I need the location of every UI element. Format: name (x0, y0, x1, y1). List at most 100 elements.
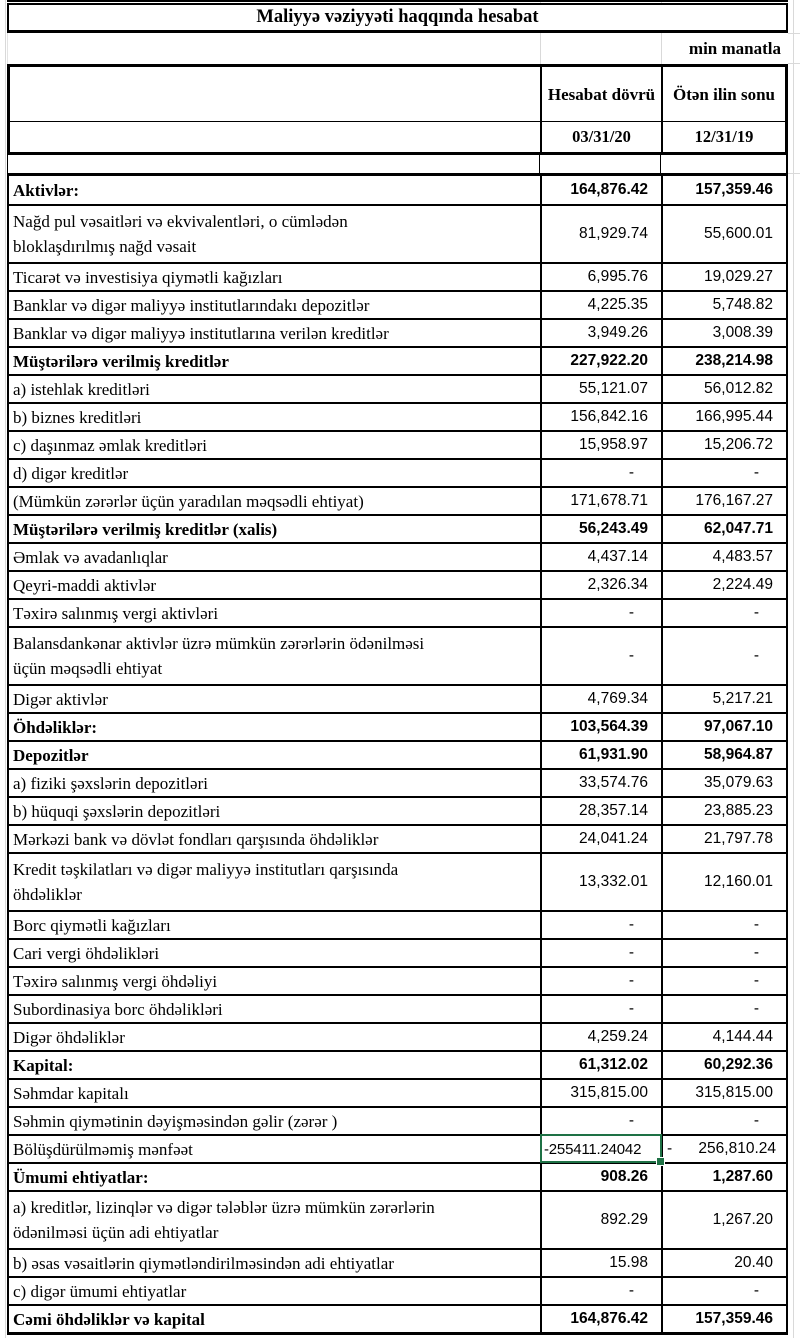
value-prior-cell[interactable]: - (661, 460, 786, 486)
unit-note-cell[interactable]: min manatla (661, 33, 788, 64)
column-header-prior[interactable]: Ötən ilin sonu (661, 67, 785, 121)
value-prior-cell[interactable]: 19,029.27 (661, 264, 786, 290)
value-current-cell[interactable]: - (540, 628, 661, 684)
row-label-cell[interactable]: Ticarət və investisiya qiymətli kağızlar… (13, 267, 283, 287)
value-prior-cell[interactable]: - (661, 1108, 786, 1134)
value-prior-cell[interactable]: - (661, 912, 786, 938)
value-prior-cell[interactable]: - (661, 940, 786, 966)
column-header-current[interactable]: Hesabat dövrü (540, 67, 661, 121)
value-current-cell[interactable]: - (540, 940, 661, 966)
value-current-cell[interactable]: - (540, 1278, 661, 1304)
row-label-cell[interactable]: b) biznes kreditləri (13, 407, 142, 427)
value-current-cell[interactable]: 4,259.24 (540, 1024, 661, 1050)
row-label-cell[interactable]: Müştərilərə verilmiş kreditlər (13, 351, 229, 371)
row-label-cell[interactable]: c) digər ümumi ehtiyatlar (13, 1281, 187, 1301)
value-prior-cell[interactable]: 2,224.49 (661, 572, 786, 598)
empty-cell[interactable] (8, 155, 539, 173)
value-current-cell[interactable]: - (540, 968, 661, 994)
value-current-cell[interactable]: 103,564.39 (540, 714, 661, 740)
row-label-cell[interactable]: Kapital: (13, 1055, 74, 1075)
value-current-cell[interactable]: 55,121.07 (540, 376, 661, 402)
value-current-cell[interactable]: 15,958.97 (540, 432, 661, 458)
row-label-cell[interactable]: Nağd pul vəsaitləri və ekvivalentləri, o… (13, 212, 348, 256)
value-current-cell[interactable]: 61,931.90 (540, 742, 661, 768)
value-current-cell[interactable]: 164,876.42 (540, 1306, 661, 1332)
row-label-cell[interactable]: Bölüşdürülməmiş mənfəət (13, 1139, 193, 1159)
row-label-cell[interactable]: Əmlak və avadanlıqlar (13, 547, 168, 567)
empty-cell[interactable] (10, 67, 540, 121)
value-prior-cell[interactable]: 21,797.78 (661, 826, 786, 852)
value-prior-cell[interactable]: 4,483.57 (661, 544, 786, 570)
row-label-cell[interactable]: Kredit təşkilatları və digər maliyyə ins… (13, 860, 399, 904)
row-label-cell[interactable]: Öhdəliklər: (13, 717, 98, 737)
value-prior-cell[interactable]: 55,600.01 (661, 206, 786, 262)
row-label-cell[interactable]: a) kreditlər, lizinqlər və digər tələblə… (13, 1198, 435, 1242)
row-label-cell[interactable]: Aktivlər: (13, 180, 80, 200)
value-current-cell[interactable]: 6,995.76 (540, 264, 661, 290)
value-prior-cell[interactable]: 20.40 (661, 1250, 786, 1276)
row-label-cell[interactable]: a) fiziki şəxslərin depozitləri (13, 773, 208, 793)
row-label-cell[interactable]: Depozitlər (13, 745, 89, 765)
value-current-cell[interactable]: 81,929.74 (540, 206, 661, 262)
value-prior-cell[interactable]: 97,067.10 (661, 714, 786, 740)
value-current-cell[interactable]: - (540, 912, 661, 938)
empty-cell[interactable] (7, 33, 540, 64)
row-label-cell[interactable]: Banklar və digər maliyyə institutlarında… (13, 295, 370, 315)
date-prior[interactable]: 12/31/19 (661, 122, 785, 152)
fill-handle[interactable] (656, 1157, 665, 1166)
row-label-cell[interactable]: c) daşınmaz əmlak kreditləri (13, 435, 207, 455)
value-prior-cell[interactable]: - (661, 968, 786, 994)
value-current-cell[interactable]: 61,312.02 (540, 1052, 661, 1078)
row-label-cell[interactable]: Səhmdar kapitalı (13, 1083, 129, 1103)
row-label-cell[interactable]: Səhmin qiymətinin dəyişməsindən gəlir (z… (13, 1111, 338, 1131)
value-current-cell[interactable]: 13,332.01 (540, 854, 661, 910)
value-current-cell[interactable]: 3,949.26 (540, 320, 661, 346)
value-prior-cell[interactable]: 315,815.00 (661, 1080, 786, 1106)
title-cell[interactable]: Maliyyə vəziyyəti haqqında hesabat (7, 3, 788, 33)
value-prior-cell[interactable]: 58,964.87 (661, 742, 786, 768)
row-label-cell[interactable]: Subordinasiya borc öhdəlikləri (13, 999, 223, 1019)
value-current-cell[interactable]: 156,842.16 (540, 404, 661, 430)
row-label-cell[interactable]: Mərkəzi bank və dövlət fondları qarşısın… (13, 829, 379, 849)
value-prior-cell[interactable]: - (661, 600, 786, 626)
value-prior-cell[interactable]: - (661, 996, 786, 1022)
value-prior-cell[interactable]: 62,047.71 (661, 516, 786, 542)
row-label-cell[interactable]: d) digər kreditlər (13, 463, 129, 483)
row-label-cell[interactable]: Təxirə salınmış vergi öhdəliyi (13, 971, 218, 991)
row-label-cell[interactable]: Borc qiymətli kağızları (13, 915, 171, 935)
value-current-cell[interactable]: 28,357.14 (540, 798, 661, 824)
value-current-cell[interactable]: 15.98 (540, 1250, 661, 1276)
value-current-cell[interactable]: 227,922.20 (540, 348, 661, 374)
value-prior-cell[interactable]: - 256,810.24 (661, 1136, 786, 1162)
row-label-cell[interactable]: Digər öhdəliklər (13, 1027, 125, 1047)
value-current-cell[interactable]: 4,769.34 (540, 686, 661, 712)
empty-cell[interactable] (539, 155, 660, 173)
value-current-cell[interactable]: 2,326.34 (540, 572, 661, 598)
value-prior-cell[interactable]: 157,359.46 (661, 1306, 786, 1332)
value-prior-cell[interactable]: 4,144.44 (661, 1024, 786, 1050)
value-prior-cell[interactable]: 15,206.72 (661, 432, 786, 458)
value-prior-cell[interactable]: - (661, 628, 786, 684)
value-current-cell[interactable]: 24,041.24 (540, 826, 661, 852)
value-prior-cell[interactable]: 56,012.82 (661, 376, 786, 402)
row-label-cell[interactable]: Cəmi öhdəliklər və kapital (13, 1309, 205, 1329)
value-current-cell[interactable]: - (540, 600, 661, 626)
value-prior-cell[interactable]: 5,217.21 (661, 686, 786, 712)
value-current-cell[interactable]: 908.26 (540, 1164, 661, 1190)
value-current-cell[interactable]: 171,678.71 (540, 488, 661, 514)
value-current-cell[interactable]: 56,243.49 (540, 516, 661, 542)
value-prior-cell[interactable]: 157,359.46 (661, 176, 786, 204)
value-prior-cell[interactable]: - (661, 1278, 786, 1304)
value-prior-cell[interactable]: 23,885.23 (661, 798, 786, 824)
empty-cell[interactable] (660, 155, 786, 173)
value-current-cell[interactable]: 892.29 (540, 1192, 661, 1248)
row-label-cell[interactable]: Banklar və digər maliyyə institutlarına … (13, 323, 389, 343)
value-prior-cell[interactable]: 238,214.98 (661, 348, 786, 374)
value-current-cell[interactable]: - (540, 1108, 661, 1134)
row-label-cell[interactable]: Digər aktivlər (13, 689, 108, 709)
value-prior-cell[interactable]: 3,008.39 (661, 320, 786, 346)
value-prior-cell[interactable]: 35,079.63 (661, 770, 786, 796)
row-label-cell[interactable]: Balansdankənar aktivlər üzrə mümkün zərə… (13, 634, 425, 678)
value-prior-cell[interactable]: 166,995.44 (661, 404, 786, 430)
value-prior-cell[interactable]: 60,292.36 (661, 1052, 786, 1078)
